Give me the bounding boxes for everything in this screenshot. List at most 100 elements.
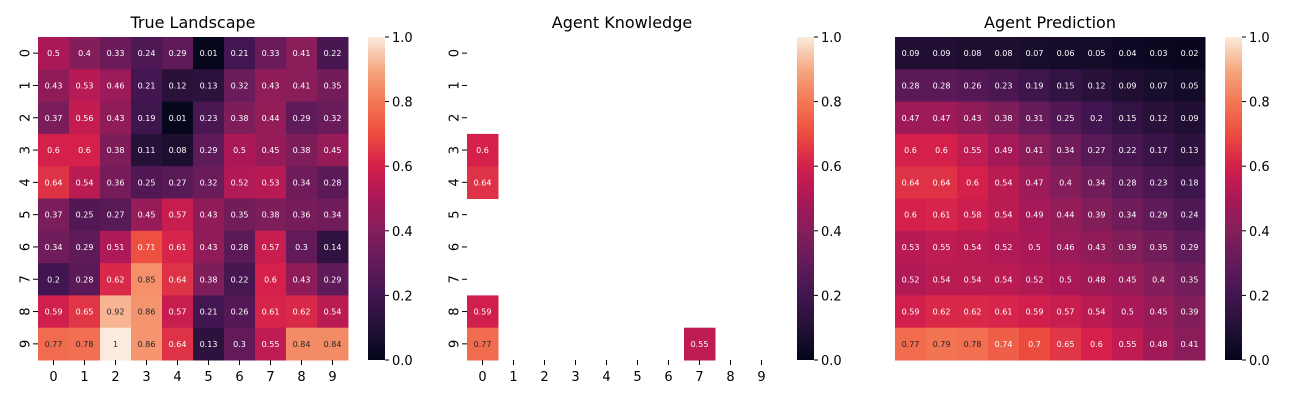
heatmap-cell xyxy=(467,133,499,167)
colorbar-gradient xyxy=(368,37,385,360)
cell-value-label: 0.43 xyxy=(1088,243,1106,252)
cell-value-label: 0.92 xyxy=(107,308,125,317)
heatmap-cell xyxy=(1143,37,1175,70)
x-tick-label: 5 xyxy=(633,370,641,385)
heatmap-cell xyxy=(926,230,958,264)
heatmap-cell xyxy=(224,101,256,135)
heatmap-cell xyxy=(1019,263,1051,296)
heatmap-cell xyxy=(193,198,225,232)
heatmap-cell xyxy=(1050,295,1082,329)
heatmap-cell xyxy=(1081,327,1113,361)
heatmap-cell xyxy=(1143,166,1175,199)
cell-value-label: 0.61 xyxy=(995,308,1013,317)
heatmap-cell xyxy=(926,166,958,199)
cell-value-label: 0.09 xyxy=(933,49,951,58)
cell-value-label: 0.54 xyxy=(1088,308,1106,317)
heatmap-cell xyxy=(1081,230,1113,264)
heatmap-cell xyxy=(255,69,287,103)
x-tick-label: 9 xyxy=(328,370,336,385)
heatmap-cell xyxy=(467,295,499,329)
cell-value-label: 0.49 xyxy=(995,146,1013,155)
cell-value-label: 0.38 xyxy=(293,146,311,155)
cell-value-label: 0.4 xyxy=(1059,178,1072,187)
heatmap-cell xyxy=(69,69,101,103)
cell-value-label: 0.41 xyxy=(293,49,311,58)
cell-value-label: 0.24 xyxy=(1181,211,1199,220)
cell-value-label: 0.64 xyxy=(902,178,920,187)
cell-value-label: 0.6 xyxy=(47,146,60,155)
cell-value-label: 0.05 xyxy=(1181,81,1199,90)
heatmap-cell xyxy=(1174,198,1206,232)
cell-value-label: 0.34 xyxy=(1119,211,1137,220)
heatmap-cell xyxy=(286,133,318,167)
heatmap-cell xyxy=(988,37,1020,70)
heatmap-cell xyxy=(286,295,318,329)
cell-value-label: 0.64 xyxy=(933,178,951,187)
heatmap-cell xyxy=(255,230,287,264)
heatmap-cell xyxy=(193,133,225,167)
heatmap-cell xyxy=(1081,69,1113,103)
cell-value-label: 0.12 xyxy=(169,81,187,90)
y-tick-label: 7 xyxy=(448,275,463,283)
heatmap-cell xyxy=(1050,198,1082,232)
heatmap-cell xyxy=(255,101,287,135)
cell-value-label: 0.37 xyxy=(45,114,63,123)
cell-value-label: 0.28 xyxy=(231,243,249,252)
cell-value-label: 0.29 xyxy=(76,243,94,252)
cell-value-label: 0.31 xyxy=(1026,114,1044,123)
heatmap-cell xyxy=(38,295,70,329)
heatmap-cell xyxy=(286,327,318,361)
heatmap-cell xyxy=(131,166,163,199)
cell-value-label: 0.12 xyxy=(1088,81,1106,90)
cell-value-label: 0.24 xyxy=(138,49,156,58)
heatmap-cell xyxy=(1019,327,1051,361)
x-tick-label: 7 xyxy=(266,370,274,385)
cell-value-label: 0.43 xyxy=(293,275,311,284)
heatmap-cell xyxy=(317,133,349,167)
heatmap-cell xyxy=(286,37,318,70)
cell-value-label: 0.21 xyxy=(231,49,249,58)
heatmap-cell xyxy=(1081,198,1113,232)
cell-value-label: 0.11 xyxy=(138,146,156,155)
cell-value-label: 0.07 xyxy=(1026,49,1044,58)
heatmap-cell xyxy=(38,263,70,296)
heatmap-cell xyxy=(162,101,194,135)
cell-value-label: 0.35 xyxy=(324,81,342,90)
heatmap-cell xyxy=(100,263,132,296)
heatmap-cell xyxy=(224,37,256,70)
heatmap-cell xyxy=(1050,166,1082,199)
heatmap-cell xyxy=(193,69,225,103)
x-tick-label: 4 xyxy=(173,370,181,385)
heatmap-cell xyxy=(1050,133,1082,167)
y-tick-label: 7 xyxy=(19,275,34,283)
cell-value-label: 0.28 xyxy=(1119,178,1137,187)
cell-value-label: 0.3 xyxy=(233,340,246,349)
cell-value-label: 0.5 xyxy=(1028,243,1041,252)
cell-value-label: 0.53 xyxy=(76,81,94,90)
cell-value-label: 0.08 xyxy=(169,146,187,155)
cell-value-label: 0.45 xyxy=(262,146,280,155)
cell-value-label: 0.61 xyxy=(262,308,280,317)
cell-value-label: 0.84 xyxy=(324,340,342,349)
heatmap-cell xyxy=(286,198,318,232)
heatmap-cell xyxy=(1050,37,1082,70)
heatmap-cell xyxy=(1050,327,1082,361)
cell-value-label: 0.71 xyxy=(138,243,156,252)
heatmap-cell xyxy=(1081,295,1113,329)
cell-value-label: 0.09 xyxy=(1119,81,1137,90)
x-tick-label: 2 xyxy=(111,370,119,385)
colorbar: 0.0 0.2 0.4 0.6 0.8 1.0 xyxy=(1225,31,1270,369)
colorbar-tick-label: 0.2 xyxy=(1249,289,1270,304)
heatmap-cell xyxy=(957,327,989,361)
heatmap-cell xyxy=(100,166,132,199)
heatmap-cell xyxy=(1112,37,1144,70)
heatmap-cell xyxy=(1174,263,1206,296)
colorbar-tick-label: 0.2 xyxy=(392,289,413,304)
y-tick-label: 9 xyxy=(19,340,34,348)
cell-value-label: 0.43 xyxy=(262,81,280,90)
x-tick-label: 6 xyxy=(235,370,243,385)
heatmap-cell xyxy=(38,69,70,103)
heatmap-cell xyxy=(131,37,163,70)
heatmap-cell xyxy=(38,327,70,361)
